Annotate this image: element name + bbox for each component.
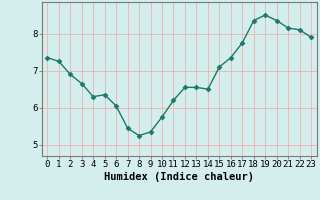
X-axis label: Humidex (Indice chaleur): Humidex (Indice chaleur) [104,172,254,182]
